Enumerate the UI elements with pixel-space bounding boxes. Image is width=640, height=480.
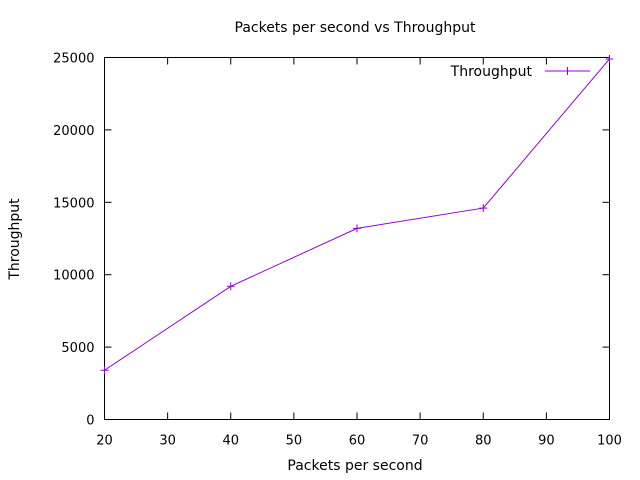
y-tick-label: 20000 xyxy=(53,124,94,139)
data-point xyxy=(226,282,235,291)
legend: Throughput xyxy=(450,64,590,80)
data-point xyxy=(353,224,361,233)
y-tick-label: 15000 xyxy=(53,196,94,211)
x-tick-label: 70 xyxy=(412,434,429,449)
x-tick-label: 90 xyxy=(538,434,555,449)
y-axis-title: Throughput xyxy=(7,198,23,281)
x-tick-label: 100 xyxy=(597,434,622,449)
x-tick-label: 50 xyxy=(286,434,303,449)
y-tick-label: 5000 xyxy=(61,341,94,356)
legend-marker xyxy=(563,67,572,75)
x-tick-label: 30 xyxy=(159,434,176,449)
data-point xyxy=(479,204,488,213)
plot-frame xyxy=(104,57,610,420)
data-point xyxy=(605,54,614,63)
y-axis: 0 5000 10000 15000 20000 25000 xyxy=(53,52,610,429)
x-tick-label: 20 xyxy=(96,434,113,449)
data-point xyxy=(100,366,109,375)
plot-area xyxy=(104,57,610,420)
series-line xyxy=(104,58,610,371)
chart-title: Packets per second vs Throughput xyxy=(235,20,476,36)
x-tick-label: 60 xyxy=(349,434,366,449)
series-layer xyxy=(100,54,614,375)
y-tick-label: 0 xyxy=(86,414,94,429)
x-axis-title: Packets per second xyxy=(287,458,422,474)
x-tick-label: 80 xyxy=(475,434,492,449)
y-tick-label: 25000 xyxy=(53,52,94,67)
x-axis: 20 30 40 50 60 70 80 90 100 xyxy=(96,57,622,449)
legend-label: Throughput xyxy=(450,64,533,80)
x-tick-label: 40 xyxy=(222,434,239,449)
y-tick-label: 10000 xyxy=(53,269,94,284)
